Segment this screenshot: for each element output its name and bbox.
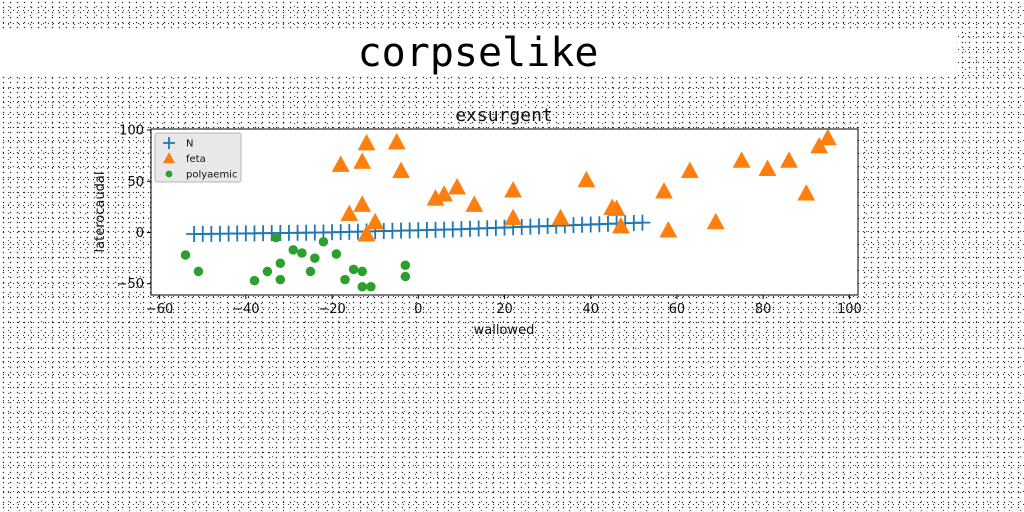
page-title: corpselike bbox=[0, 30, 956, 76]
circle-point bbox=[310, 253, 320, 263]
circle-point bbox=[275, 258, 286, 268]
circle-point bbox=[305, 266, 316, 277]
triangle-point bbox=[611, 216, 630, 234]
circle-point bbox=[262, 266, 273, 277]
triangle-point bbox=[780, 151, 798, 168]
x-tick-label: −40 bbox=[232, 302, 259, 317]
circle-point bbox=[193, 266, 204, 277]
triangle-point bbox=[357, 225, 376, 242]
triangle-point bbox=[366, 212, 385, 230]
legend-circle-point-icon bbox=[165, 170, 173, 178]
y-tick-label: −50 bbox=[117, 277, 144, 292]
triangle-point bbox=[797, 184, 816, 201]
circle-point bbox=[275, 274, 286, 285]
circle-point bbox=[271, 232, 281, 243]
chart-title: exsurgent bbox=[455, 105, 553, 126]
circle-point bbox=[357, 282, 367, 292]
triangle-point bbox=[732, 151, 751, 168]
legend-triangle-point-icon bbox=[162, 151, 176, 164]
circle-point bbox=[180, 250, 191, 260]
triangle-point bbox=[680, 161, 699, 179]
circle-point bbox=[340, 274, 350, 285]
circle-point bbox=[288, 245, 299, 255]
triangle-point bbox=[331, 155, 350, 172]
circle-point bbox=[318, 236, 329, 247]
x-tick-label: 100 bbox=[837, 302, 862, 317]
triangle-point bbox=[387, 132, 406, 150]
triangle-point bbox=[655, 181, 673, 199]
triangle-point bbox=[659, 220, 678, 238]
x-axis-label: wallowed bbox=[474, 323, 535, 338]
y-tick-label: 100 bbox=[119, 124, 144, 139]
legend-label: N bbox=[186, 139, 193, 150]
circle-point bbox=[348, 264, 359, 275]
plus-point bbox=[634, 214, 651, 231]
triangle-point bbox=[577, 170, 596, 188]
plot-area-background bbox=[151, 129, 858, 295]
circle-point bbox=[249, 275, 260, 286]
triangle-point bbox=[448, 177, 467, 195]
series-circle bbox=[180, 232, 411, 292]
circle-point bbox=[400, 260, 411, 271]
triangle-point bbox=[465, 195, 484, 212]
x-tick-label: 40 bbox=[582, 302, 599, 317]
triangle-point bbox=[551, 208, 570, 226]
triangle-point bbox=[504, 208, 523, 226]
triangle-point bbox=[392, 161, 411, 179]
legend-label: polyaemic bbox=[186, 170, 237, 181]
triangle-point bbox=[353, 152, 372, 169]
axis-ticks: −60 −40 −20 0 20 40 60 80 100 −50 0 50 100 bbox=[117, 124, 862, 317]
circle-point bbox=[297, 248, 307, 258]
y-axis-label: laterocaudal bbox=[93, 172, 108, 253]
series-triangle bbox=[331, 128, 837, 242]
y-tick-label: 50 bbox=[127, 175, 144, 190]
legend-plus-point-icon bbox=[163, 137, 175, 149]
circle-point bbox=[366, 282, 376, 292]
triangle-point bbox=[607, 199, 626, 216]
triangle-point bbox=[758, 159, 777, 176]
x-tick-label: 80 bbox=[755, 302, 772, 317]
x-tick-label: −20 bbox=[318, 302, 345, 317]
triangle-point bbox=[435, 185, 454, 202]
x-tick-label: 0 bbox=[414, 302, 422, 317]
x-tick-label: −60 bbox=[146, 302, 173, 317]
triangle-point bbox=[353, 195, 372, 212]
legend-box bbox=[154, 132, 242, 183]
y-tick-label: 0 bbox=[136, 226, 144, 241]
circle-point bbox=[400, 271, 411, 282]
triangle-point bbox=[357, 133, 376, 151]
circle-point bbox=[357, 266, 367, 277]
x-tick-label: 20 bbox=[496, 302, 513, 317]
data-marks bbox=[180, 128, 837, 292]
x-tick-label: 60 bbox=[669, 302, 686, 317]
triangle-point bbox=[818, 128, 837, 146]
legend-label: feta bbox=[186, 154, 206, 165]
triangle-point bbox=[810, 136, 829, 154]
circle-point bbox=[331, 249, 342, 259]
triangle-point bbox=[504, 180, 523, 198]
triangle-point bbox=[706, 212, 725, 230]
triangle-point bbox=[340, 204, 359, 222]
